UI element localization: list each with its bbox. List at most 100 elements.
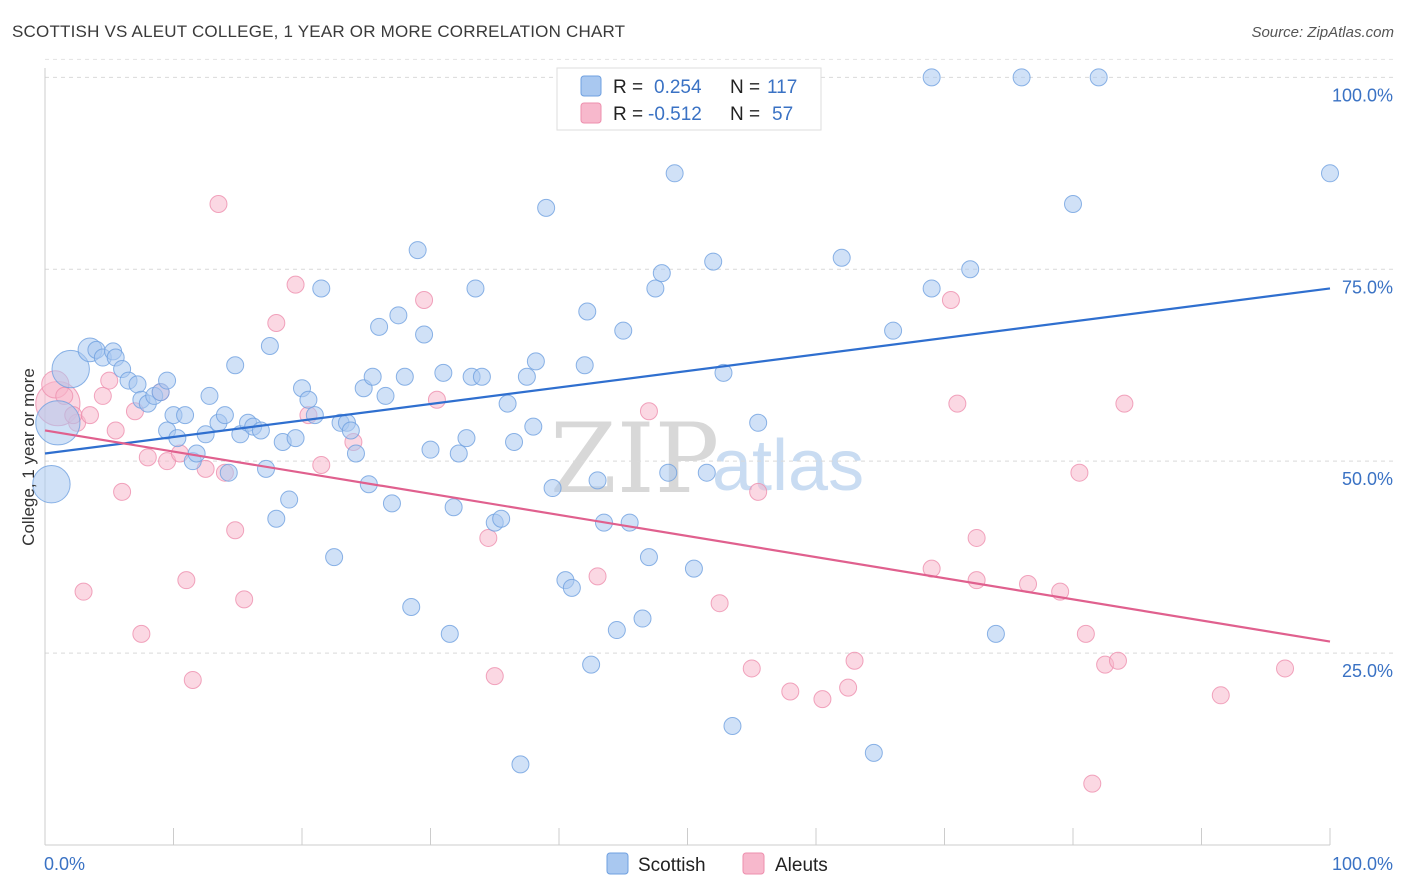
point-scottish — [922, 68, 941, 87]
point-aleuts — [286, 275, 305, 294]
point-scottish — [395, 367, 414, 386]
legend-r-label-aleuts: R = — [613, 104, 643, 125]
point-aleuts — [1083, 774, 1102, 793]
point-scottish — [986, 624, 1005, 643]
point-scottish — [299, 390, 318, 409]
point-scottish — [128, 375, 147, 394]
point-aleuts — [839, 678, 858, 697]
point-scottish — [505, 432, 524, 451]
point-aleuts — [749, 482, 768, 501]
point-scottish — [749, 413, 768, 432]
y-tick-label: 50.0% — [1342, 469, 1393, 489]
point-scottish — [652, 264, 671, 283]
point-scottish — [562, 578, 581, 597]
point-aleuts — [941, 290, 960, 309]
point-aleuts — [967, 528, 986, 547]
point-scottish — [524, 417, 543, 436]
point-aleuts — [312, 456, 331, 475]
y-tick-label: 25.0% — [1342, 661, 1393, 681]
point-scottish — [35, 400, 81, 446]
legend-r-value-aleuts: -0.512 — [648, 104, 702, 125]
point-aleuts — [781, 682, 800, 701]
point-scottish — [646, 279, 665, 298]
point-scottish — [498, 394, 517, 413]
trend-line-aleuts — [44, 429, 1331, 643]
point-scottish — [1321, 164, 1339, 183]
point-aleuts — [415, 290, 434, 309]
point-scottish — [389, 306, 408, 325]
point-scottish — [578, 302, 597, 321]
point-aleuts — [1276, 659, 1295, 678]
point-aleuts — [813, 690, 832, 709]
legend-n-value-scottish: 117 — [767, 77, 797, 98]
legend-swatch-scottish — [580, 75, 602, 97]
point-scottish — [633, 609, 652, 628]
point-aleuts — [1070, 463, 1089, 482]
point-aleuts — [710, 594, 729, 613]
point-aleuts — [106, 421, 125, 440]
point-scottish — [575, 356, 594, 375]
point-scottish — [226, 356, 245, 375]
point-aleuts — [177, 571, 196, 590]
point-scottish — [449, 444, 468, 463]
point-aleuts — [209, 195, 228, 214]
point-scottish — [32, 465, 71, 504]
point-aleuts — [588, 567, 607, 586]
point-scottish — [1012, 68, 1031, 87]
point-scottish — [280, 490, 299, 509]
trend-line-scottish — [44, 287, 1331, 455]
legend-n-value-aleuts: 57 — [772, 104, 793, 125]
point-scottish — [639, 548, 658, 567]
point-scottish — [832, 248, 851, 267]
point-scottish — [665, 164, 684, 183]
point-scottish — [363, 367, 382, 386]
point-scottish — [588, 471, 607, 490]
legend: R = 0.254 N = 117 R = -0.512 N = 57 — [556, 67, 822, 131]
point-scottish — [457, 429, 476, 448]
y-tick-label: 100.0% — [1332, 85, 1393, 105]
chart-title: SCOTTISH VS ALEUT COLLEGE, 1 YEAR OR MOR… — [12, 22, 626, 41]
bottom-legend-swatch-aleuts — [742, 852, 765, 875]
legend-n-label-aleuts: N = — [730, 104, 760, 125]
axes — [44, 68, 1331, 846]
watermark-zip: ZIP — [550, 403, 719, 515]
point-scottish — [884, 321, 903, 340]
point-aleuts — [80, 406, 99, 425]
gridlines — [45, 58, 1393, 654]
legend-r-label-scottish: R = — [613, 77, 643, 98]
point-scottish — [408, 241, 427, 260]
point-scottish — [492, 509, 511, 528]
point-scottish — [714, 363, 733, 382]
point-aleuts — [845, 651, 864, 670]
bottom-legend-swatch-scottish — [606, 852, 629, 875]
point-scottish — [51, 349, 90, 389]
y-tick-labels: 25.0% 50.0% 75.0% 100.0% — [1332, 85, 1393, 681]
point-scottish — [961, 260, 980, 279]
legend-n-label-scottish: N = — [730, 77, 760, 98]
point-scottish — [325, 548, 344, 567]
point-aleuts — [427, 390, 446, 409]
point-aleuts — [113, 482, 132, 501]
point-scottish — [341, 421, 360, 440]
point-scottish — [219, 463, 238, 482]
point-scottish — [607, 621, 626, 640]
point-scottish — [346, 444, 365, 463]
point-scottish — [864, 743, 883, 762]
point-scottish — [158, 371, 177, 390]
point-scottish — [704, 252, 723, 271]
bottom-legend: Scottish Aleuts — [606, 852, 828, 876]
point-scottish — [1064, 195, 1082, 214]
point-aleuts — [1076, 624, 1095, 643]
point-aleuts — [639, 402, 658, 421]
point-aleuts — [1108, 651, 1127, 670]
point-scottish — [260, 337, 279, 356]
point-scottish — [305, 406, 324, 425]
point-scottish — [370, 317, 389, 336]
point-aleuts — [138, 448, 157, 467]
point-scottish — [723, 717, 742, 736]
point-aleuts — [235, 590, 254, 609]
point-aleuts — [226, 521, 245, 540]
point-scottish — [382, 494, 401, 513]
y-axis-label: College, 1 year or more — [19, 368, 38, 546]
